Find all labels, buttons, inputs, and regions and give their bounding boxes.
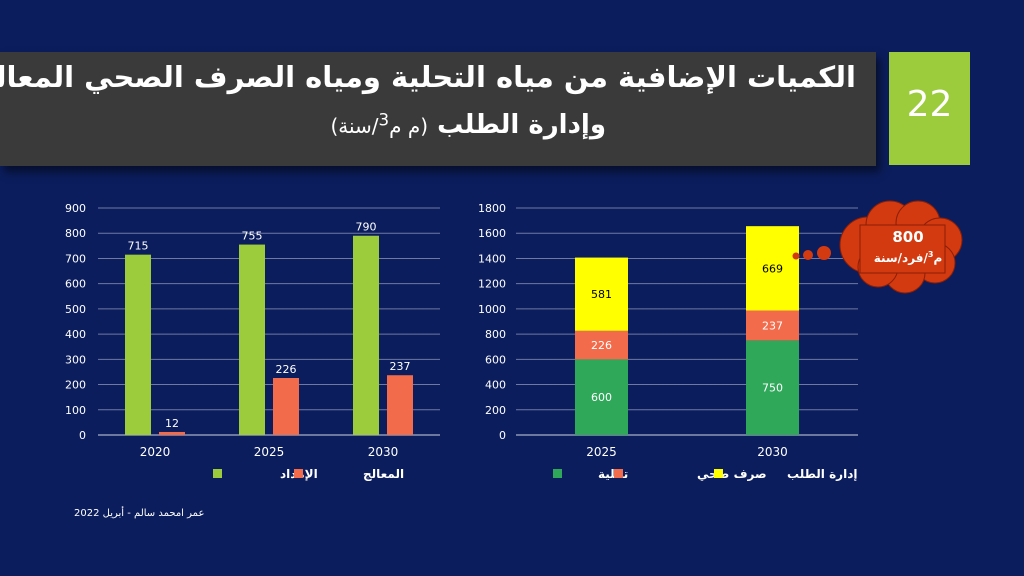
bar-segment-demand xyxy=(746,226,799,311)
title-unit: (م م3/سنة) xyxy=(330,110,429,138)
slide-title-line1: الكميات الإضافية من مياه التحلية ومياه ا… xyxy=(0,60,856,94)
callout-value: 800 xyxy=(892,228,923,246)
y-tick-label: 0 xyxy=(499,429,506,442)
title-unit-pre: (م م xyxy=(389,114,429,138)
callout-unit-pre: م xyxy=(934,251,943,266)
stacked-sources-chart: 0 200 400 600 800 1000 1200 1400 1600 1800 600 226 5… xyxy=(478,202,858,481)
callout-cloud-shape xyxy=(839,200,963,294)
y-tick-label: 800 xyxy=(65,227,86,240)
bar-treated xyxy=(159,431,185,435)
title-unit-sup: 3 xyxy=(378,110,390,130)
bar-supply xyxy=(125,254,151,435)
data-label: 237 xyxy=(762,319,783,332)
y-tick-label: 1800 xyxy=(478,202,506,215)
legend-swatch-demand xyxy=(714,469,723,478)
bar-segment-desal xyxy=(575,359,628,435)
y-tick-label: 800 xyxy=(485,328,506,341)
bar-segment-wastewater xyxy=(746,310,799,341)
data-label: 715 xyxy=(128,240,149,253)
data-label: 12 xyxy=(165,417,179,430)
callout-dot xyxy=(803,250,813,260)
y-tick-label: 300 xyxy=(65,353,86,366)
x-tick-label: 2020 xyxy=(140,445,171,459)
x-tick-label: 2025 xyxy=(254,445,285,459)
footer-credit: عمر امحمد سالم - أبريل 2022 xyxy=(74,508,205,519)
legend-swatch-treated xyxy=(294,469,303,478)
bar-segment-demand xyxy=(575,257,628,331)
y-tick-label: 700 xyxy=(65,252,86,265)
x-tick-label: 2030 xyxy=(368,445,399,459)
y-tick-label: 400 xyxy=(485,379,506,392)
bar-supply xyxy=(239,244,265,435)
y-tick-label: 100 xyxy=(65,404,86,417)
y-tick-label: 1200 xyxy=(478,278,506,291)
x-tick-label: 2030 xyxy=(757,445,788,459)
y-tick-label: 1600 xyxy=(478,227,506,240)
data-label: 750 xyxy=(762,382,783,395)
bar-segment-desal xyxy=(746,340,799,435)
title-bar: الكميات الإضافية من مياه التحلية ومياه ا… xyxy=(0,52,876,166)
y-tick-label: 600 xyxy=(65,278,86,291)
slide-title-line2: وإدارة الطلب (م م3/سنة) xyxy=(330,110,606,140)
callout-cloud: 800 م3/فرد/سنة xyxy=(792,200,963,294)
legend-label-desal: تحلية xyxy=(598,467,628,481)
slide-number: 22 xyxy=(906,84,953,125)
y-tick-label: 500 xyxy=(65,303,86,316)
callout-unit-post: /فرد/سنة xyxy=(874,251,929,265)
legend-swatch-wastewater xyxy=(614,469,623,478)
bar-treated xyxy=(273,377,299,435)
legend-swatch-desal xyxy=(553,469,562,478)
data-label: 669 xyxy=(762,262,783,275)
title-unit-post: /سنة) xyxy=(330,114,379,138)
y-tick-label: 200 xyxy=(485,404,506,417)
supply-treated-chart: 0 100 200 300 400 500 600 700 800 900 715 12 2020 755… xyxy=(65,202,440,481)
y-tick-label: 200 xyxy=(65,379,86,392)
callout-unit: م3/فرد/سنة xyxy=(874,250,943,266)
y-tick-label: 900 xyxy=(65,202,86,215)
data-label: 755 xyxy=(242,230,263,243)
callout-dot xyxy=(817,246,831,260)
x-tick-label: 2025 xyxy=(586,445,617,459)
y-tick-label: 0 xyxy=(79,429,86,442)
callout-dot xyxy=(792,252,800,260)
callout-unit-sup: 3 xyxy=(928,250,934,259)
data-label: 790 xyxy=(356,221,377,234)
legend-swatch-supply xyxy=(213,469,222,478)
bar-segment-wastewater xyxy=(575,330,628,360)
data-label: 226 xyxy=(276,363,297,376)
y-tick-label: 1000 xyxy=(478,303,506,316)
bar-treated xyxy=(387,375,413,435)
slide-number-box: 22 xyxy=(889,52,970,165)
y-tick-label: 600 xyxy=(485,353,506,366)
slide-title-line2-text: وإدارة الطلب xyxy=(437,110,606,140)
data-label: 581 xyxy=(591,288,612,301)
legend-label-wastewater: صرف صحي xyxy=(697,467,767,481)
legend-label-treated: المعالج xyxy=(363,467,404,481)
data-label: 226 xyxy=(591,339,612,352)
y-tick-label: 400 xyxy=(65,328,86,341)
bar-supply xyxy=(353,235,379,435)
y-tick-label: 1400 xyxy=(478,252,506,265)
legend-label-demand: إدارة الطلب xyxy=(787,467,857,481)
data-label: 237 xyxy=(390,360,411,373)
data-label: 600 xyxy=(591,391,612,404)
